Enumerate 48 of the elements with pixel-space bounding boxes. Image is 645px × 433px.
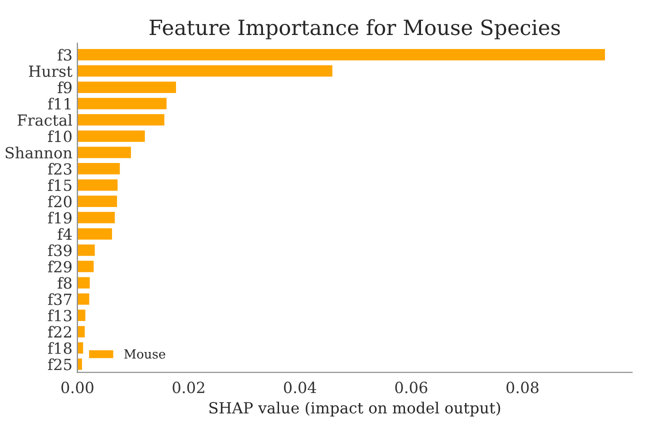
bar (77, 341, 84, 354)
bar (77, 211, 116, 224)
x-tick-label: 0.06 (395, 382, 428, 394)
y-tick-label: f25 (48, 358, 72, 370)
y-tick-label: f4 (58, 228, 72, 240)
bar (77, 146, 132, 159)
x-tick-label: 0.04 (284, 382, 316, 394)
x-tick-label: 0.00 (61, 382, 94, 394)
x-tick-label: 0.08 (506, 382, 538, 394)
bar (77, 113, 166, 126)
bar (77, 97, 168, 110)
y-tick-label: f19 (48, 212, 72, 224)
bar (77, 194, 118, 208)
y-tick-label: f22 (48, 326, 72, 338)
bar (77, 130, 146, 143)
bar (77, 292, 90, 306)
bar (77, 162, 121, 176)
y-tick-label: f18 (48, 342, 72, 354)
bar (77, 260, 95, 274)
y-tick-label: Shannon (6, 146, 72, 158)
y-tick-label: f10 (48, 130, 72, 142)
bar (77, 325, 86, 338)
x-axis-title: SHAP value (impact on model output) (209, 402, 500, 417)
bar (77, 48, 606, 62)
y-tick-label: f3 (58, 48, 72, 61)
y-tick-label: f9 (58, 81, 72, 94)
bar (77, 358, 83, 371)
bar (77, 227, 113, 240)
bar (77, 308, 86, 322)
chart-title: Feature Importance for Mouse Species (150, 19, 560, 40)
y-tick-label: Fractal (18, 114, 72, 126)
bar (77, 64, 334, 78)
bar (77, 244, 96, 257)
y-tick-label: f23 (48, 162, 72, 175)
y-tick-label: f29 (48, 260, 72, 273)
y-tick-label: f15 (48, 179, 72, 192)
bar (77, 276, 91, 290)
bar (77, 178, 118, 192)
y-tick-label: f20 (48, 196, 72, 208)
legend-label: Mouse (124, 349, 166, 359)
y-tick-label: f39 (48, 244, 72, 256)
x-tick-label: 0.02 (172, 382, 204, 394)
bar (77, 80, 177, 94)
y-tick-label: f37 (48, 293, 72, 306)
y-tick-label: f8 (58, 276, 72, 289)
y-tick-label: f11 (48, 98, 70, 110)
y-tick-label: Hurst (28, 66, 72, 78)
y-tick-label: f13 (48, 310, 72, 322)
